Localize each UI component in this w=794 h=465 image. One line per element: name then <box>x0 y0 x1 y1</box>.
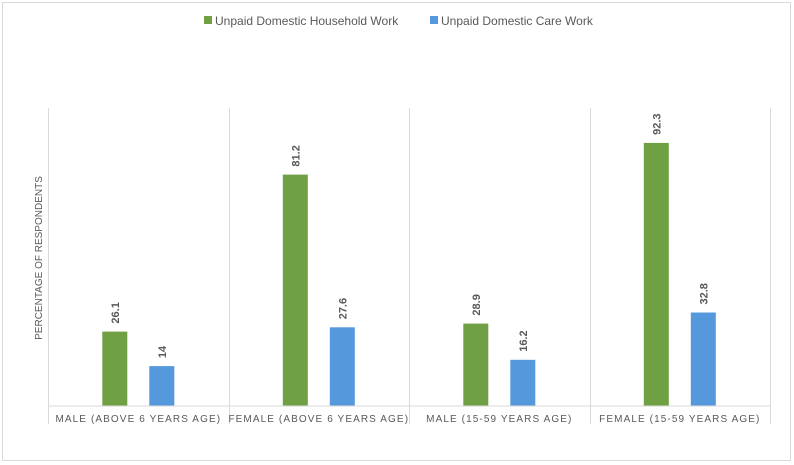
y-axis-title: PERCENTAGE OF RESPONDENTS <box>34 176 45 340</box>
bar-care-3 <box>690 312 716 406</box>
data-label-household-0: 26.1 <box>110 302 122 323</box>
data-label-household-1: 81.2 <box>290 145 302 166</box>
x-tick-label-2: MALE (15-59 YEARS AGE) <box>426 414 572 425</box>
legend-label-household: Unpaid Domestic Household Work <box>215 14 399 28</box>
data-label-care-0: 14 <box>157 345 169 358</box>
x-tick-label-3: FEMALE (15-59 YEARS AGE) <box>599 414 760 425</box>
data-label-care-1: 27.6 <box>337 298 349 319</box>
legend-item-care: Unpaid Domestic Care Work <box>430 14 594 28</box>
legend-swatch-care <box>430 16 438 24</box>
bar-household-2 <box>463 323 489 406</box>
bar-care-2 <box>510 359 536 406</box>
data-label-household-2: 28.9 <box>471 294 483 315</box>
x-axis-tick-labels: MALE (ABOVE 6 YEARS AGE) FEMALE (ABOVE 6 … <box>55 414 760 425</box>
x-tick-label-0: MALE (ABOVE 6 YEARS AGE) <box>55 414 221 425</box>
category-separators <box>48 108 771 424</box>
data-label-care-3: 32.8 <box>698 283 710 304</box>
bar-care-1 <box>329 327 355 406</box>
legend: Unpaid Domestic Household Work Unpaid Do… <box>204 14 594 28</box>
data-label-household-3: 92.3 <box>651 113 663 134</box>
bar-household-3 <box>643 142 669 406</box>
data-labels: 26.1 14 81.2 27.6 28.9 16.2 92.3 32.8 <box>110 113 710 358</box>
legend-label-care: Unpaid Domestic Care Work <box>441 14 594 28</box>
legend-swatch-household <box>204 16 212 24</box>
bar-care-0 <box>149 366 175 406</box>
x-tick-label-1: FEMALE (ABOVE 6 YEARS AGE) <box>228 414 409 425</box>
bars <box>102 142 716 406</box>
bar-household-0 <box>102 331 128 406</box>
data-label-care-2: 16.2 <box>518 330 530 351</box>
legend-item-household: Unpaid Domestic Household Work <box>204 14 399 28</box>
bar-household-1 <box>282 174 308 406</box>
